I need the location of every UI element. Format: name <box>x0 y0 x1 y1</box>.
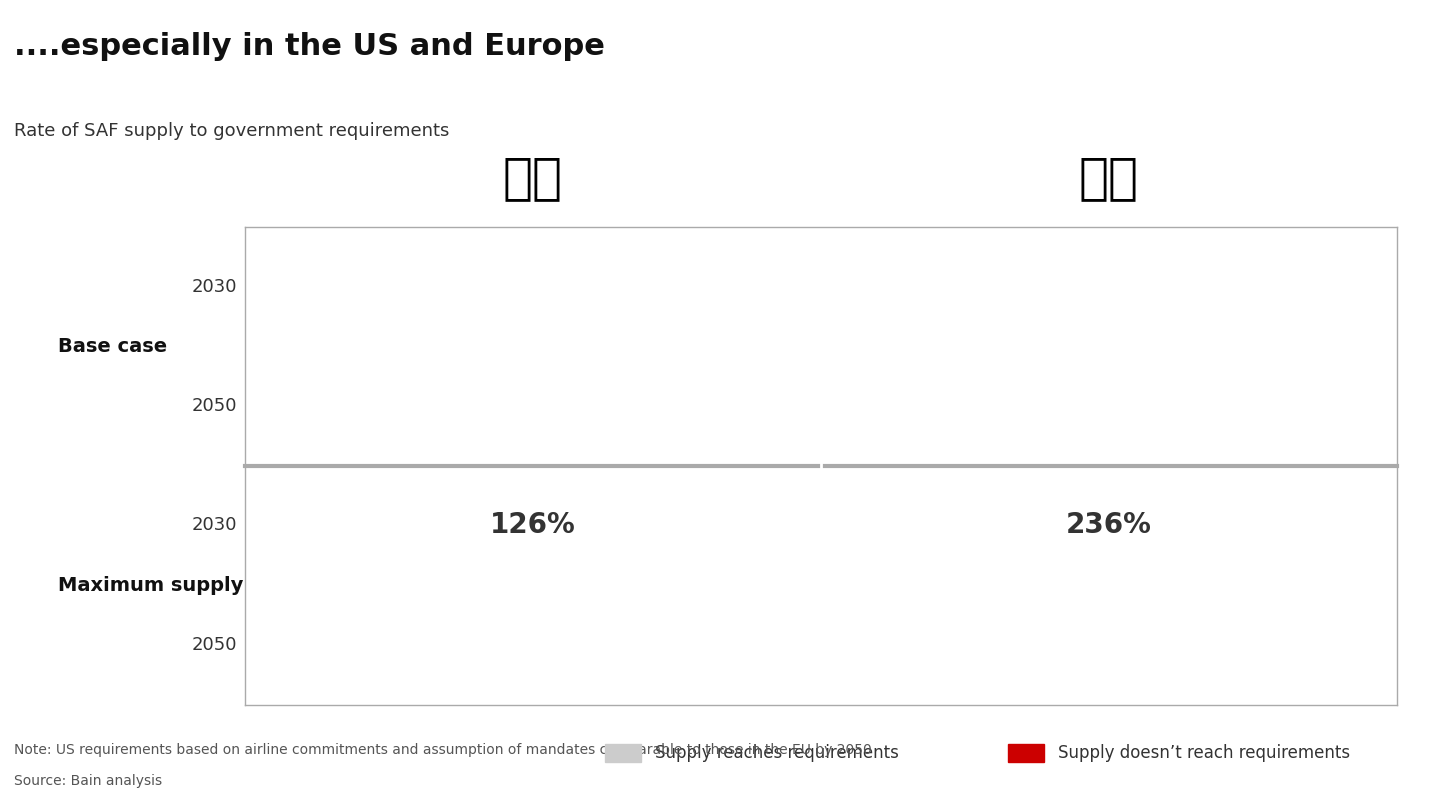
Text: ....especially in the US and Europe: ....especially in the US and Europe <box>14 32 605 62</box>
Text: 58%: 58% <box>500 392 566 420</box>
Text: Rate of SAF supply to government requirements: Rate of SAF supply to government require… <box>14 122 449 139</box>
Text: 81%: 81% <box>500 631 566 659</box>
Text: 126%: 126% <box>490 511 576 539</box>
Text: 43%: 43% <box>1076 392 1142 420</box>
Text: Source: Bain analysis: Source: Bain analysis <box>14 774 163 787</box>
Text: Maximum supply: Maximum supply <box>58 576 243 595</box>
Text: 236%: 236% <box>1066 511 1152 539</box>
Text: Supply doesn’t reach requirements: Supply doesn’t reach requirements <box>1058 744 1351 762</box>
Text: 85%: 85% <box>1076 631 1142 659</box>
Text: Base case: Base case <box>58 337 167 356</box>
Text: Supply reaches requirements: Supply reaches requirements <box>655 744 899 762</box>
Text: 2030: 2030 <box>192 278 238 296</box>
Text: 2050: 2050 <box>192 397 238 415</box>
Text: 2030: 2030 <box>192 517 238 535</box>
Text: Note: US requirements based on airline commitments and assumption of mandates co: Note: US requirements based on airline c… <box>14 744 873 757</box>
Text: 🇪🇺: 🇪🇺 <box>1079 154 1139 202</box>
Text: 70%: 70% <box>500 272 566 301</box>
Text: 2050: 2050 <box>192 636 238 654</box>
Text: 🇺🇸: 🇺🇸 <box>503 154 563 202</box>
Text: 93%: 93% <box>1076 272 1142 301</box>
